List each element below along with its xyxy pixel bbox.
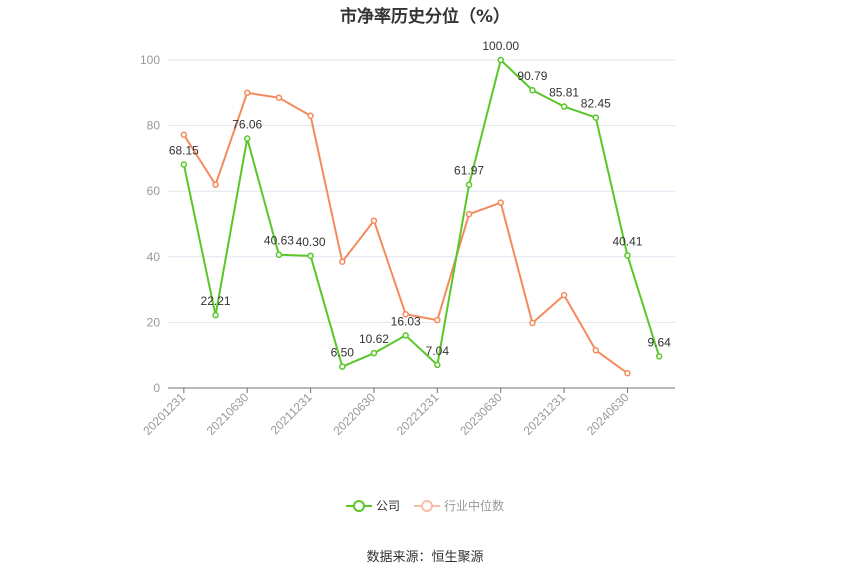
legend: 公司 行业中位数	[0, 497, 850, 514]
svg-text:90.79: 90.79	[517, 69, 547, 83]
svg-text:61.97: 61.97	[454, 164, 484, 178]
svg-text:60: 60	[147, 184, 161, 198]
svg-text:20201231: 20201231	[140, 390, 188, 438]
company-line-marker-icon	[345, 499, 372, 512]
svg-text:100.00: 100.00	[482, 39, 519, 53]
svg-text:85.81: 85.81	[549, 86, 579, 100]
svg-text:68.15: 68.15	[169, 143, 199, 157]
company-series	[180, 56, 663, 370]
svg-text:76.06: 76.06	[232, 118, 262, 132]
svg-text:20: 20	[147, 315, 161, 329]
grid-lines	[168, 59, 675, 323]
svg-text:7.04: 7.04	[426, 344, 450, 358]
svg-text:20221231: 20221231	[394, 390, 442, 438]
legend-label-industry: 行业中位数	[444, 499, 505, 513]
legend-item-company[interactable]: 公司	[345, 497, 400, 514]
svg-text:100: 100	[140, 53, 160, 67]
svg-text:20231231: 20231231	[521, 390, 569, 438]
svg-text:20211231: 20211231	[268, 390, 315, 437]
y-axis-tick-labels: 0 20 40 60 80 100	[140, 53, 160, 395]
svg-text:40: 40	[147, 250, 161, 264]
industry-median-series	[180, 89, 631, 377]
svg-text:20210630: 20210630	[204, 390, 252, 438]
industry-line-marker-icon	[414, 499, 440, 512]
svg-text:10.62: 10.62	[359, 332, 389, 346]
legend-label-company: 公司	[375, 499, 400, 513]
svg-text:20230630: 20230630	[457, 390, 505, 438]
legend-item-industry[interactable]: 行业中位数	[414, 497, 504, 514]
svg-text:22.21: 22.21	[201, 294, 231, 308]
svg-text:16.03: 16.03	[391, 314, 421, 328]
svg-text:80: 80	[147, 119, 161, 133]
svg-text:40.63: 40.63	[264, 234, 294, 248]
svg-text:40.30: 40.30	[296, 235, 326, 249]
x-axis: 20201231 20210630 20211231 20220630 20221231…	[140, 387, 675, 438]
svg-text:20240630: 20240630	[584, 390, 632, 438]
chart-title: 市净率历史分位（%）	[339, 7, 511, 27]
svg-text:82.45: 82.45	[581, 97, 611, 111]
data-source-note: 数据来源：恒生聚源	[366, 550, 484, 565]
svg-text:6.50: 6.50	[331, 346, 355, 360]
svg-text:40.41: 40.41	[612, 234, 642, 248]
svg-text:20220630: 20220630	[330, 390, 378, 438]
svg-text:9.64: 9.64	[647, 335, 671, 349]
svg-text:0: 0	[153, 381, 160, 395]
